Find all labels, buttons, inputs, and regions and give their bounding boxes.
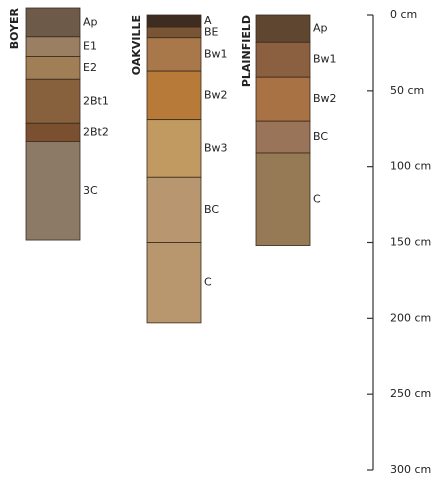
horizon-label: 2Bt1 — [83, 94, 109, 107]
tick-label: 200 cm — [390, 311, 431, 324]
horizon-label: Bw1 — [204, 47, 228, 60]
horizon-label: Bw2 — [313, 92, 337, 105]
tick-label: 0 cm — [390, 8, 417, 21]
tick-label: 250 cm — [390, 387, 431, 400]
tick-label: 150 cm — [390, 236, 431, 249]
horizon — [255, 120, 311, 154]
profile-name: OAKVILLE — [130, 15, 143, 75]
horizon — [146, 26, 202, 39]
horizon — [146, 37, 202, 72]
horizon-label: Bw1 — [313, 53, 337, 66]
horizon — [25, 56, 81, 80]
horizon — [25, 36, 81, 57]
horizon — [25, 122, 81, 142]
horizon-label: C — [313, 192, 321, 205]
horizon-label: 2Bt2 — [83, 125, 109, 138]
tick-label: 300 cm — [390, 463, 431, 476]
horizon-label: A — [204, 14, 212, 27]
profile-name: PLAINFIELD — [240, 15, 253, 87]
horizon-label: BE — [204, 25, 219, 38]
tick-label: 50 cm — [390, 84, 424, 97]
horizon-label: E2 — [83, 61, 97, 74]
horizon-label: Bw3 — [204, 141, 228, 154]
horizon — [255, 41, 311, 78]
horizon — [146, 14, 202, 28]
tick-label: 100 cm — [390, 160, 431, 173]
horizon-label: BC — [313, 130, 328, 143]
profile-name: BOYER — [8, 7, 21, 49]
horizon-label: BC — [204, 203, 219, 216]
horizon-label: Bw2 — [204, 88, 228, 101]
horizon — [25, 141, 81, 241]
horizon — [25, 7, 81, 38]
horizon-label: E1 — [83, 40, 97, 53]
horizon-label: Ap — [313, 22, 328, 35]
horizon — [146, 242, 202, 324]
horizon — [255, 76, 311, 122]
horizon — [25, 78, 81, 124]
horizon — [255, 152, 311, 246]
horizon-label: Ap — [83, 15, 98, 28]
horizon — [255, 14, 311, 43]
horizon — [146, 176, 202, 243]
horizon — [146, 70, 202, 121]
horizon — [146, 119, 202, 178]
horizon-label: C — [204, 276, 212, 289]
horizon-label: 3C — [83, 184, 98, 197]
